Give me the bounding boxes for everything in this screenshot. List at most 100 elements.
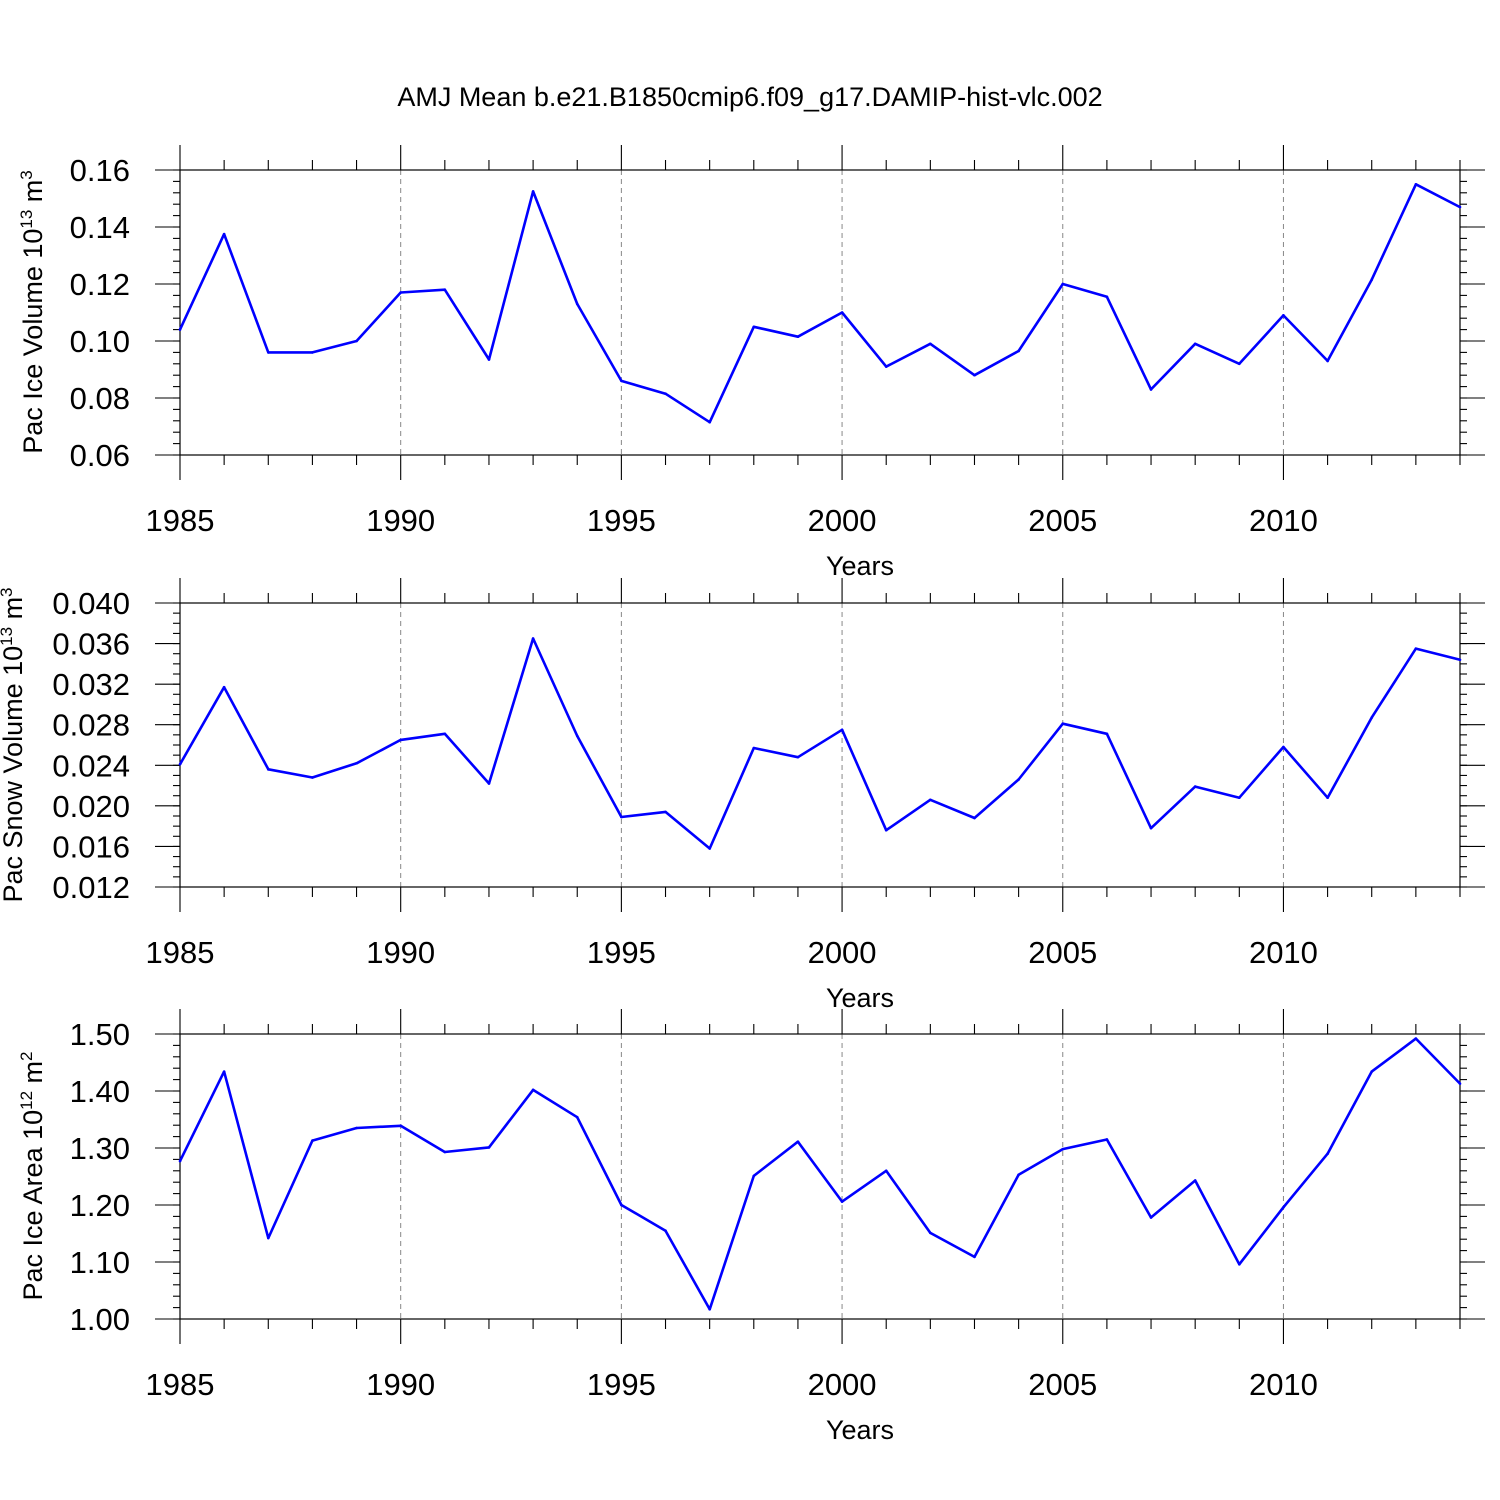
data-point [1193,1179,1197,1182]
data-point [664,392,667,396]
data-point [1238,796,1241,800]
data-point [311,1139,314,1142]
data-point [487,782,491,785]
x-tick-label: 1990 [366,503,435,538]
data-point [1282,1205,1285,1209]
data-point [1061,722,1065,725]
data-point [796,1140,800,1144]
data-point [1282,745,1285,749]
data-point [311,351,314,354]
x-tick-label: 2010 [1249,1367,1318,1402]
data-point [575,1115,579,1119]
data-point [840,1200,844,1203]
x-tick-label: 2005 [1028,503,1097,538]
y-tick-label: 1.50 [70,1017,130,1052]
data-point [973,1255,976,1259]
data-point [1326,796,1329,800]
y-tick-label: 0.16 [70,153,130,188]
y-tick-label: 0.028 [52,708,130,743]
data-point [1370,1070,1374,1073]
y-tick-label: 0.10 [70,324,130,359]
x-tick-label: 1985 [146,503,215,538]
data-point [1017,1173,1020,1177]
data-point [840,728,844,732]
panel-2: 1985 1990 1995 2000 2005 2010 Years 0.012 0.016 0… [0,578,1485,1013]
data-point [620,379,623,383]
data-point [311,776,314,779]
data-point [1017,349,1020,353]
data-point [1414,1037,1418,1040]
data-point [1149,826,1153,830]
data-point [1458,658,1462,662]
x-tick-label: 2000 [808,503,877,538]
x-tick-label: 2005 [1028,1367,1097,1402]
x-tick-label: 1995 [587,503,656,538]
data-point [178,328,182,331]
series-line [178,1037,1461,1311]
plot-frame [179,169,1461,456]
data-point [884,1169,888,1173]
series-line [178,183,1461,424]
data-point [443,1150,447,1154]
data-point [222,232,226,236]
x-tick-label: 1990 [366,935,435,970]
data-point [1193,342,1197,346]
data-point [575,734,579,738]
x-tick-label: 1995 [587,1367,656,1402]
data-point [222,1070,226,1073]
data-point [708,1308,711,1311]
x-axis-label: Years [826,551,894,581]
data-point [1105,1138,1109,1141]
y-tick-label: 0.08 [70,381,130,416]
data-point [929,1231,932,1235]
y-axis-label: Pac Ice Area 1012 m2 [17,1051,48,1300]
data-point [973,373,976,377]
data-point [929,342,932,346]
x-tick-label: 2000 [808,935,877,970]
y-tick-label: 0.020 [52,789,130,824]
y-axis-label: Pac Ice Volume 1013 m3 [17,170,48,454]
y-tick-label: 1.00 [70,1302,130,1337]
data-point [443,732,447,736]
data-point [266,351,270,354]
data-point [487,1146,491,1149]
x-tick-label: 1995 [587,935,656,970]
data-point [266,768,270,771]
data-point [884,828,888,832]
x-tick-label: 2010 [1249,935,1318,970]
data-point [752,1174,756,1178]
data-point [1458,1082,1462,1085]
data-point [222,685,226,689]
data-point [1149,1216,1153,1219]
data-point [752,746,756,750]
data-point [399,738,402,742]
data-point [1414,647,1418,650]
plot-frame [179,1033,1461,1320]
data-point [443,288,447,292]
y-tick-label: 1.40 [70,1074,130,1109]
data-point [1105,295,1109,299]
y-tick-label: 0.024 [52,748,130,783]
data-point [178,1159,182,1163]
x-tick-label: 1990 [366,1367,435,1402]
data-point [620,1203,623,1207]
chart-panels: 1985 1990 1995 2000 2005 2010 Years 0.06 0.08 0.1… [0,145,1485,1445]
data-point [1061,282,1065,286]
y-tick-label: 0.14 [70,210,130,245]
series-line [178,637,1461,850]
data-point [884,365,888,368]
data-point [973,816,976,820]
x-axis-label: Years [826,1415,894,1445]
data-point [1326,359,1329,363]
data-point [1326,1152,1329,1155]
data-point [1370,716,1374,719]
data-point [266,1236,270,1240]
x-tick-label: 1985 [146,935,215,970]
panel-3: 1985 1990 1995 2000 2005 2010 Years 1.00 1.10 1.2… [17,1009,1485,1445]
data-point [1238,362,1241,366]
y-tick-label: 0.036 [52,627,130,662]
data-point [178,762,182,766]
chart-title: AMJ Mean b.e21.B1850cmip6.f09_g17.DAMIP-… [397,82,1102,112]
data-point [399,1124,402,1128]
